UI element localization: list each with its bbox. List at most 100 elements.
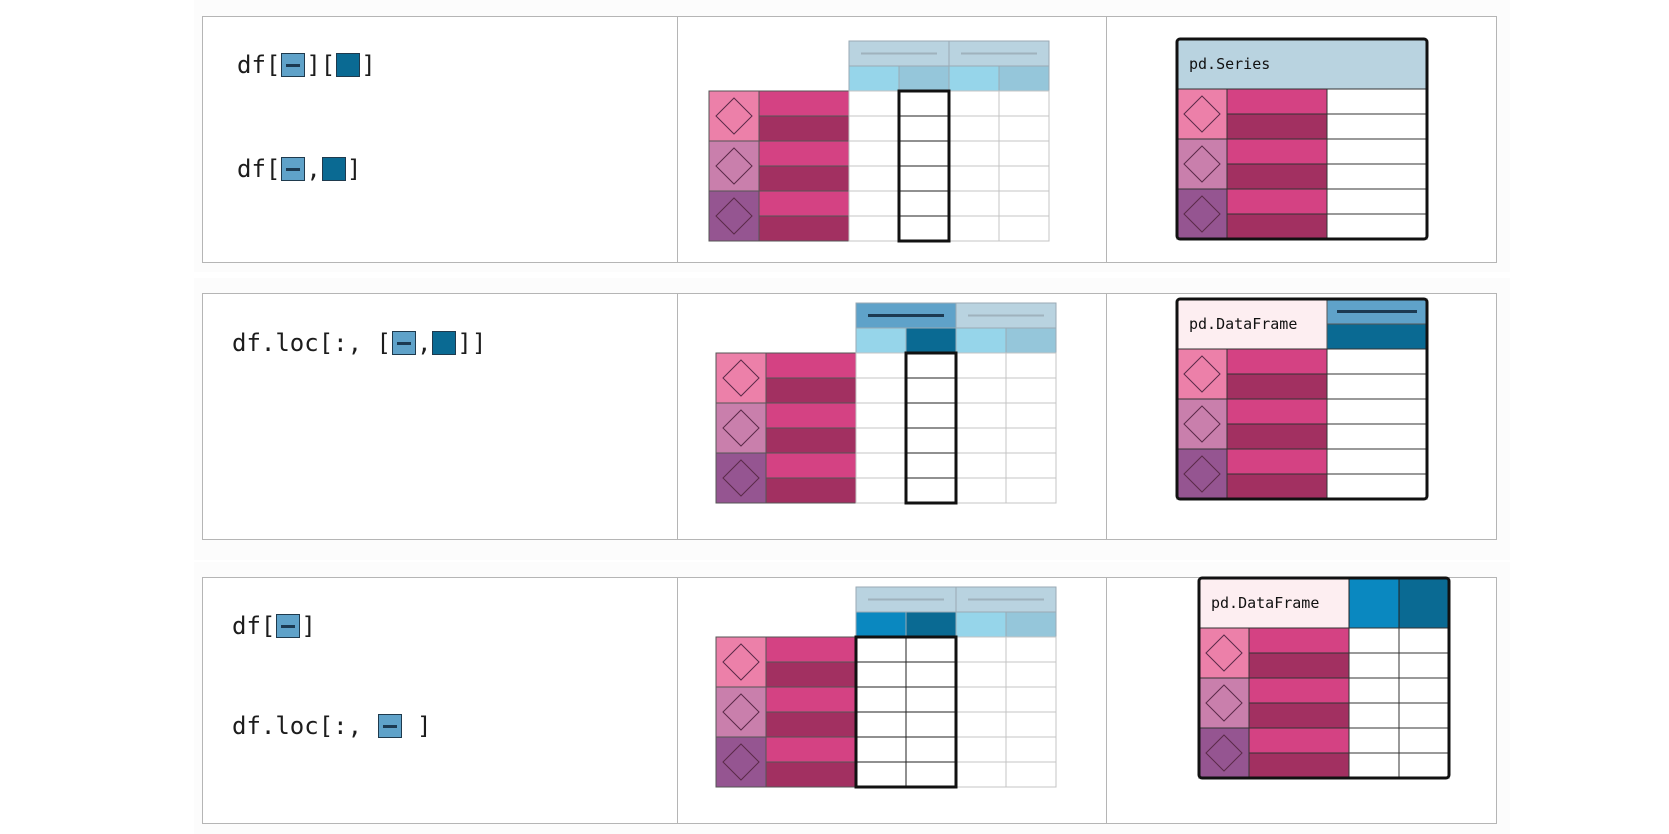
data-cell (955, 686, 1007, 713)
column-header (948, 65, 1000, 92)
index-row-cell (1226, 373, 1328, 400)
data-cell (898, 215, 950, 242)
code-text: ] (361, 51, 376, 79)
data-cell (955, 452, 1007, 479)
index-level-cell (715, 352, 767, 404)
data-cell (905, 711, 957, 738)
column-header (998, 65, 1050, 92)
level-key-chip (391, 331, 416, 355)
data-cell (1005, 352, 1057, 379)
result-outline (1175, 37, 1429, 241)
data-cell (898, 115, 950, 142)
index-row-cell (758, 165, 850, 192)
column-header (855, 327, 907, 354)
data-cell (905, 427, 957, 454)
code-text: df[ (237, 155, 281, 183)
result-data-cell (1398, 627, 1450, 654)
diamond-icon (1183, 455, 1221, 493)
index-row-cell (1226, 348, 1328, 375)
diamond-icon (722, 459, 760, 497)
data-cell (955, 736, 1007, 763)
data-cell (898, 140, 950, 167)
index-row-cell (1226, 423, 1328, 450)
index-row-cell (758, 215, 850, 242)
result-data-cell (1398, 702, 1450, 729)
code-panel-3: df[] df.loc[:, ] (202, 577, 678, 824)
index-row-cell (1226, 473, 1328, 500)
data-cell (955, 711, 1007, 738)
result-column-header (1398, 577, 1450, 629)
index-row-cell (765, 761, 857, 788)
data-cell (905, 761, 957, 788)
result-data-cell (1326, 163, 1428, 190)
data-cell (1005, 736, 1057, 763)
selection-outline (854, 635, 958, 789)
index-row-cell (1248, 627, 1350, 654)
result-panel-2: pd.DataFrame (1106, 293, 1497, 540)
diamond-icon (715, 147, 753, 185)
column-key-chip (336, 53, 361, 77)
result-header (1177, 299, 1327, 349)
data-cell (898, 190, 950, 217)
data-cell (898, 165, 950, 192)
diamond-icon (1205, 734, 1243, 772)
diamond-icon (1205, 684, 1243, 722)
code-panel-1: df[][] df[,] (202, 16, 678, 263)
diamond-icon (1205, 634, 1243, 672)
index-row-cell (765, 686, 857, 713)
index-level-cell (715, 452, 767, 504)
data-cell (848, 190, 900, 217)
code-text: , (416, 329, 432, 357)
code-line: df.loc[:, [,]] (232, 328, 486, 358)
result-data-cell (1326, 213, 1428, 240)
code-text: ] (301, 612, 316, 640)
index-row-cell (1226, 138, 1328, 165)
level-key-chip (377, 714, 402, 738)
data-cell (955, 377, 1007, 404)
data-cell (848, 215, 900, 242)
data-cell (905, 452, 957, 479)
result-column-header (1326, 323, 1428, 350)
result-data-cell (1398, 652, 1450, 679)
result-data-cell (1398, 727, 1450, 754)
index-row-cell (765, 352, 857, 379)
diamond-icon (722, 409, 760, 447)
result-data-cell (1326, 188, 1428, 215)
diamond-icon (1183, 195, 1221, 233)
result-header (1177, 39, 1427, 89)
code-text: , (306, 155, 321, 183)
result-outline (1175, 297, 1429, 501)
result-data-cell (1326, 398, 1428, 425)
index-row-cell (1248, 727, 1350, 754)
code-text: ] (346, 155, 362, 183)
index-level-cell (708, 140, 760, 192)
data-cell (955, 402, 1007, 429)
result-diagram: pd.DataFrame (1197, 576, 1451, 780)
data-cell (905, 402, 957, 429)
data-cell (855, 402, 907, 429)
selection-diagram (715, 302, 1057, 505)
data-cell (898, 90, 950, 117)
data-cell (905, 352, 957, 379)
result-data-cell (1326, 113, 1428, 140)
code-text: ][ (306, 51, 336, 79)
result-panel-3: pd.DataFrame (1106, 576, 1497, 824)
index-row-cell (765, 711, 857, 738)
index-row-cell (765, 452, 857, 479)
data-cell (855, 736, 907, 763)
data-cell (998, 140, 1050, 167)
index-row-cell (765, 736, 857, 763)
data-cell (1005, 761, 1057, 788)
data-cell (1005, 402, 1057, 429)
data-cell (855, 761, 907, 788)
index-row-cell (1226, 398, 1328, 425)
diagram-panel-1 (677, 16, 1107, 263)
diamond-icon (1183, 95, 1221, 133)
result-data-cell (1348, 727, 1400, 754)
result-panel-1: pd.Series (1106, 16, 1497, 263)
level-key-chip (281, 53, 306, 77)
column-header (1005, 611, 1057, 638)
data-cell (855, 711, 907, 738)
data-cell (955, 761, 1007, 788)
data-cell (948, 215, 1000, 242)
